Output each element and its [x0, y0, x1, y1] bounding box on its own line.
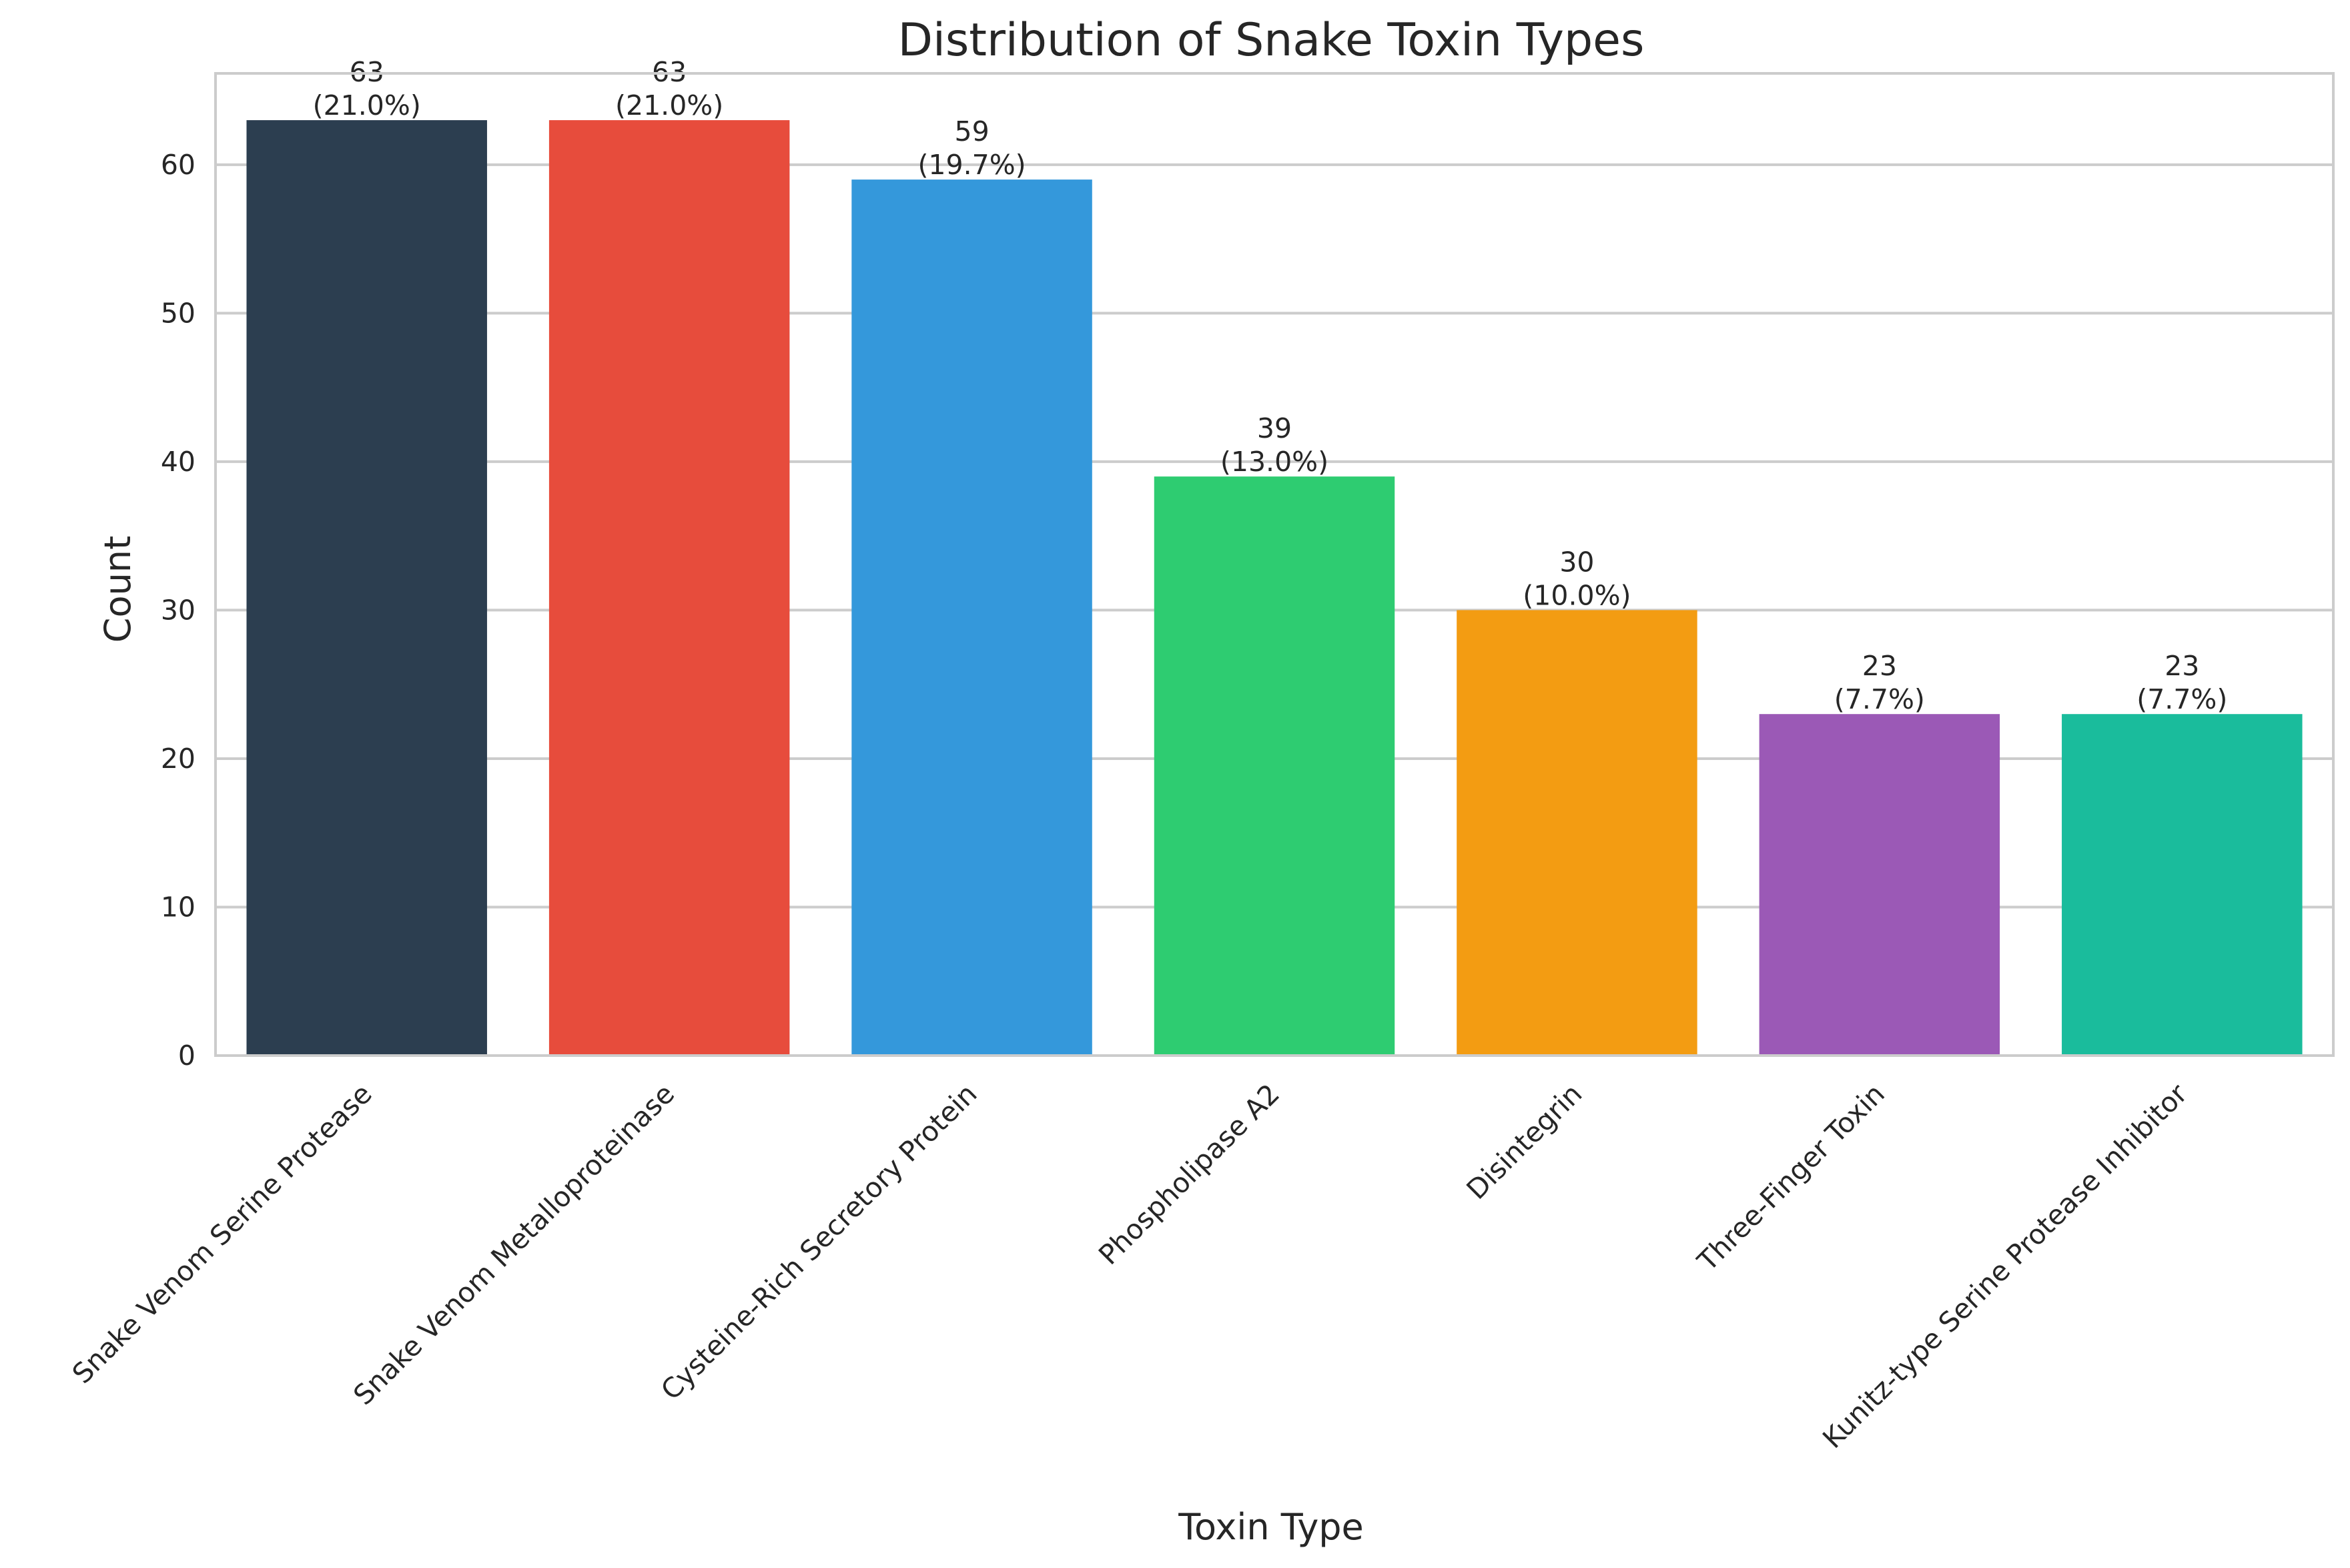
bar-value-label: 30	[1559, 546, 1594, 578]
label-layer: 63(21.0%)63(21.0%)59(19.7%)39(13.0%)30(1…	[313, 56, 2228, 715]
bar	[1154, 476, 1395, 1056]
bar-percent-label: (13.0%)	[1220, 446, 1328, 478]
y-tick-label: 60	[161, 149, 195, 181]
chart-title: Distribution of Snake Toxin Types	[898, 14, 1645, 67]
y-tick-label: 10	[161, 891, 195, 923]
bar	[1759, 714, 2000, 1056]
bar-layer	[246, 120, 2303, 1056]
x-tick-label: Snake Venom Metalloproteinase	[347, 1078, 681, 1411]
bar-percent-label: (21.0%)	[313, 89, 421, 121]
bar-value-label: 39	[1257, 412, 1292, 444]
x-tick-label: Three-Finger Toxin	[1691, 1078, 1891, 1278]
x-tick-label: Snake Venom Serine Protease	[66, 1078, 378, 1390]
bar	[851, 179, 1092, 1056]
y-tick-label: 50	[161, 297, 195, 329]
y-tick-label: 20	[161, 743, 195, 775]
bar-percent-label: (7.7%)	[2136, 683, 2227, 715]
plot-frame	[214, 72, 2335, 1057]
bar	[246, 120, 487, 1056]
bar-value-label: 23	[2165, 650, 2199, 682]
bar	[548, 120, 790, 1056]
x-tick-label: Cysteine-Rich Secretory Protein	[655, 1078, 983, 1406]
bar-value-label: 23	[1862, 650, 1897, 682]
bar-percent-label: (21.0%)	[615, 89, 723, 121]
bar	[1457, 610, 1697, 1056]
y-axis-title: Count	[97, 536, 139, 643]
x-tick-label: Disintegrin	[1461, 1078, 1589, 1206]
y-tick-label: 0	[178, 1040, 195, 1072]
y-tick-label: 40	[161, 446, 195, 478]
y-tick-label: 30	[161, 594, 195, 626]
bar-value-label: 59	[954, 115, 989, 147]
bar-percent-label: (10.0%)	[1523, 579, 1631, 611]
bar-percent-label: (19.7%)	[917, 149, 1026, 181]
bar-percent-label: (7.7%)	[1834, 683, 1925, 715]
x-axis-title: Toxin Type	[1178, 1506, 1364, 1548]
x-tick-label: Phospholipase A2	[1092, 1078, 1286, 1271]
x-tick-label: Kunitz-type Serine Protease Inhibitor	[1816, 1078, 2193, 1455]
bar	[2062, 714, 2303, 1056]
